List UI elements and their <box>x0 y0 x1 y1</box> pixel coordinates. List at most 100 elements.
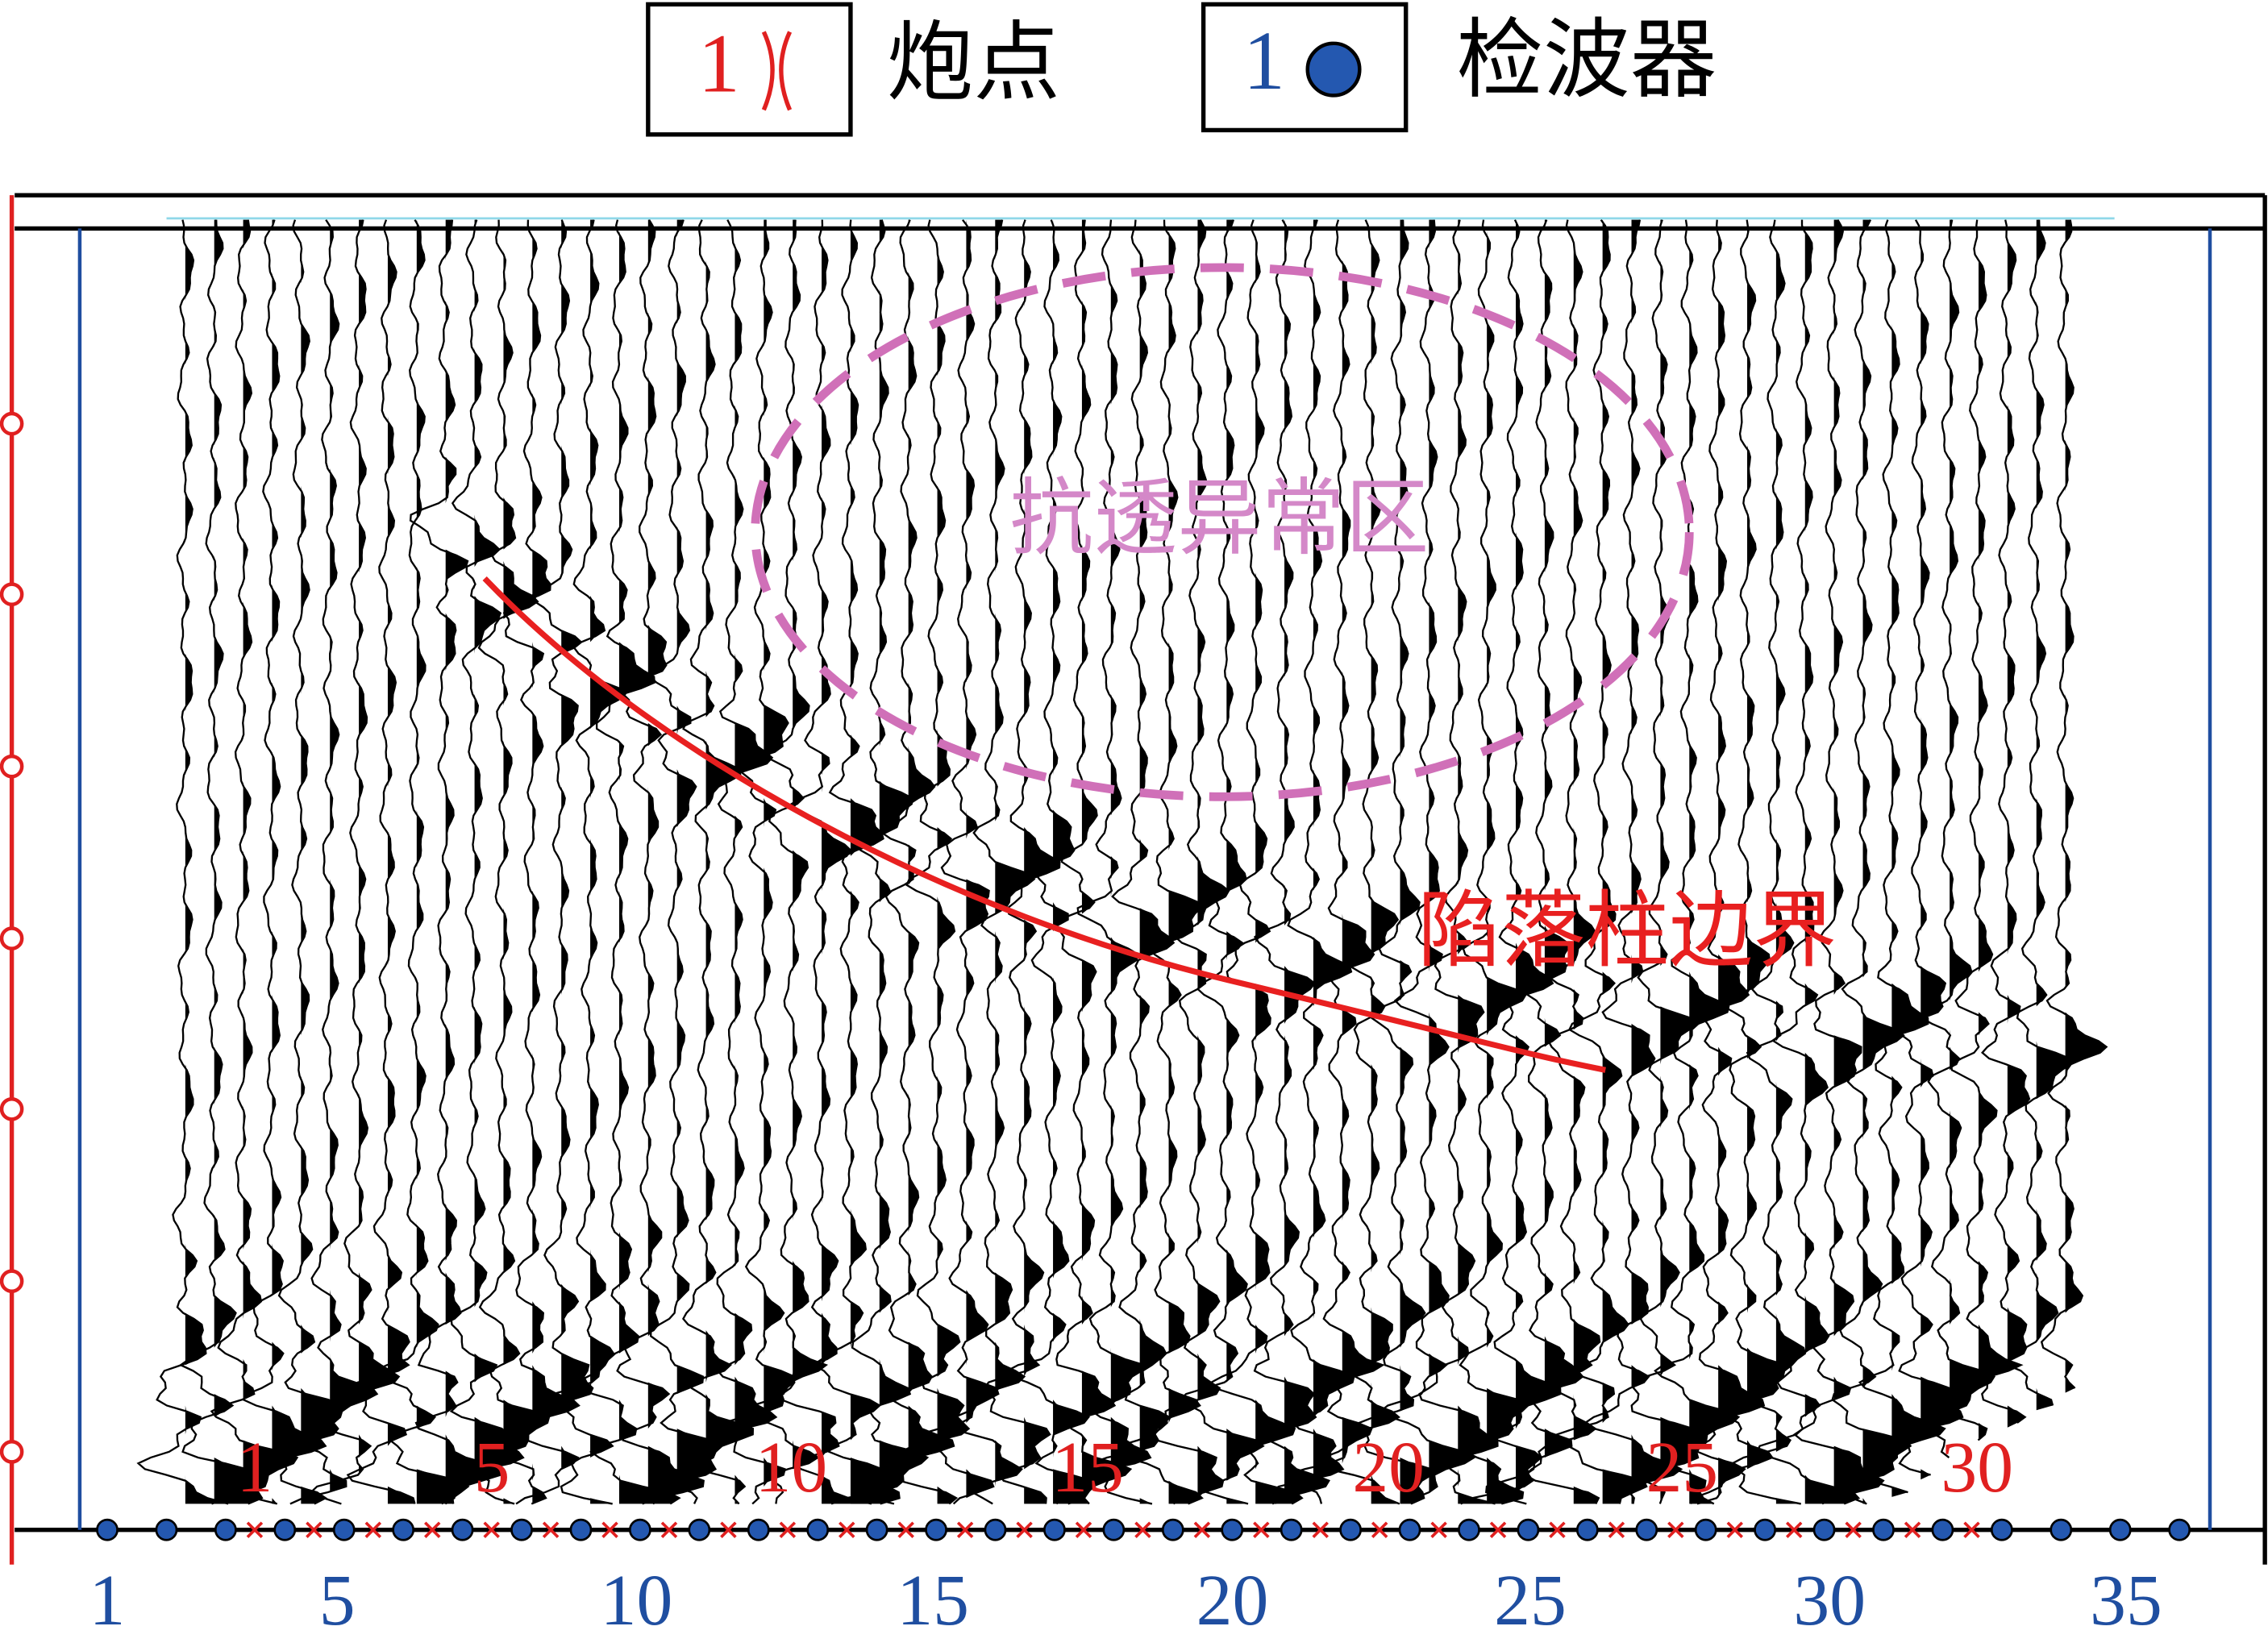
trace <box>1418 219 1499 1505</box>
trace <box>1284 219 1385 1504</box>
trace <box>1731 219 1807 1505</box>
legend-box <box>646 2 853 137</box>
receiver <box>688 1518 711 1541</box>
shot <box>956 1521 974 1538</box>
trace <box>811 219 901 1505</box>
shot <box>1193 1521 1211 1538</box>
legend-box <box>1201 2 1409 133</box>
receiver <box>569 1518 593 1541</box>
shot <box>364 1521 382 1538</box>
trace <box>1253 219 1330 1505</box>
trace-fill <box>1747 219 1786 1504</box>
trace-fill <box>1950 219 1995 1462</box>
trace <box>485 219 581 1505</box>
shot <box>1075 1521 1092 1538</box>
receiver <box>984 1518 1007 1541</box>
boundary-label: 陷落柱边界 <box>1417 884 1837 978</box>
trace-fill <box>1371 219 1400 1504</box>
trace-fill <box>1631 219 1682 1504</box>
trace-fill <box>1487 219 1529 1504</box>
trace-fill <box>1342 219 1384 1504</box>
trace-fill <box>1689 219 1739 1504</box>
trace <box>1979 219 2031 1424</box>
receiver <box>1812 1518 1836 1541</box>
trace-fill <box>503 219 549 1504</box>
shot <box>1963 1521 1980 1538</box>
trace-fill <box>243 219 298 1504</box>
trace-fill <box>1429 219 1475 1504</box>
trace-fill <box>2007 219 2029 1428</box>
receiver <box>1043 1518 1066 1541</box>
trace <box>1460 219 1562 1505</box>
receiver <box>1694 1518 1717 1541</box>
trace <box>373 219 470 1504</box>
shot-marker <box>0 582 24 606</box>
trace <box>616 219 705 1505</box>
receiver <box>1339 1518 1362 1541</box>
receiver <box>2168 1518 2191 1541</box>
trace <box>1089 219 1176 1505</box>
trace <box>740 219 829 1504</box>
shot <box>897 1521 914 1538</box>
trace <box>1209 219 1304 1505</box>
trace-fill <box>1804 219 1859 1504</box>
shot <box>483 1521 500 1538</box>
legend-shot-label: 炮点 <box>887 15 1060 111</box>
trace <box>1459 219 1529 1505</box>
trace-fill <box>1400 219 1432 1504</box>
anomaly-label: 抗透异常区 <box>1009 472 1429 566</box>
receiver <box>1221 1518 1244 1541</box>
shot <box>601 1521 618 1538</box>
trace-fill <box>445 219 504 1504</box>
trace <box>830 219 930 1505</box>
receiver <box>1458 1518 1480 1541</box>
legend-shot-number: 1 <box>698 17 740 110</box>
trace <box>893 219 971 1505</box>
receiver <box>214 1518 237 1541</box>
trace-fill <box>734 219 776 1504</box>
receiver-number: 10 <box>601 1561 673 1641</box>
trace <box>210 219 299 1505</box>
trace <box>1858 219 1946 1494</box>
shot-number: 25 <box>1646 1428 1718 1508</box>
trace <box>1583 219 1683 1504</box>
seismic-traces <box>136 218 2108 1505</box>
trace-fill <box>532 219 579 1504</box>
trace <box>1696 219 1766 1505</box>
trace <box>853 219 955 1505</box>
receiver <box>332 1518 356 1541</box>
trace-fill <box>561 219 593 1504</box>
shot-marker <box>0 1440 24 1464</box>
shot <box>1253 1521 1270 1538</box>
trace <box>2006 219 2071 1406</box>
shot <box>779 1521 797 1538</box>
receiver <box>1517 1518 1540 1541</box>
trace <box>1554 218 1648 1504</box>
shot-marker <box>0 411 24 436</box>
trace-fill <box>879 219 928 1504</box>
anomaly-ellipse <box>751 263 1694 801</box>
trace <box>1110 219 1204 1505</box>
trace <box>1755 219 1861 1505</box>
receiver <box>2050 1518 2073 1541</box>
trace-fill <box>793 219 826 1504</box>
trace-fill <box>1775 219 1805 1504</box>
receiver <box>1872 1518 1895 1541</box>
shot <box>1134 1521 1151 1538</box>
trace <box>288 219 379 1505</box>
trace <box>1915 219 1996 1458</box>
legend-shot-icon <box>761 31 793 111</box>
receiver-number: 20 <box>1196 1561 1269 1641</box>
trace-fill <box>1226 219 1263 1504</box>
boundary-curve <box>482 576 1606 1073</box>
shot-number: 10 <box>755 1428 828 1508</box>
receiver-number: 1 <box>89 1561 126 1641</box>
shot-marker <box>0 1096 24 1121</box>
receiver <box>2108 1518 2132 1541</box>
trace <box>984 219 1061 1504</box>
trace <box>1054 219 1133 1505</box>
shot <box>1312 1521 1329 1538</box>
shot <box>1667 1521 1684 1538</box>
